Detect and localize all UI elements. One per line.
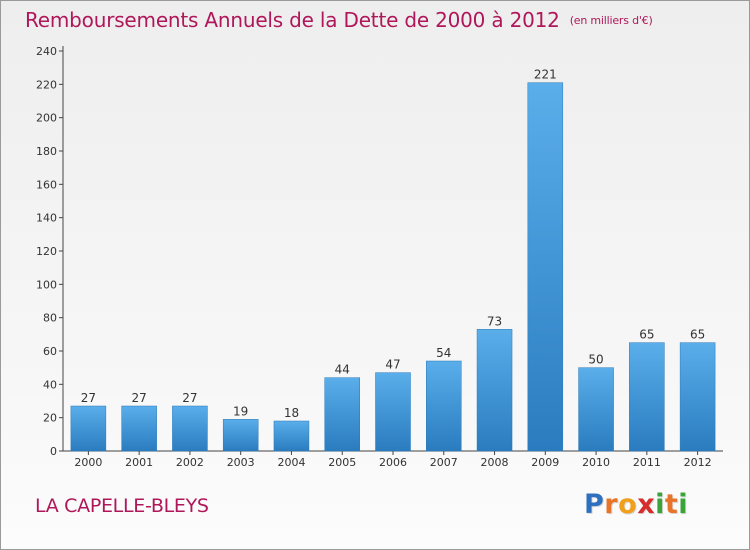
chart-unit-label: (en milliers d'€)	[569, 14, 653, 27]
bar-2002	[172, 405, 208, 452]
y-tick-label: 140	[36, 212, 57, 225]
axes: 0 20 40 60 80 100 120 140 160 180 200 220 240 2000 200…	[36, 45, 723, 469]
bar-2005	[324, 377, 360, 452]
x-tick-label: 2005	[328, 456, 356, 469]
x-tick-label: 2011	[633, 456, 661, 469]
y-tick-label: 100	[36, 278, 57, 291]
x-tick-label: 2004	[277, 456, 305, 469]
value-label-2007: 54	[436, 346, 451, 360]
y-tick-label: 160	[36, 178, 57, 191]
y-tick-label: 40	[43, 378, 57, 391]
value-label-2010: 50	[588, 353, 603, 367]
value-label-2012: 65	[690, 328, 705, 342]
location-label: LA CAPELLE-BLEYS	[35, 495, 209, 517]
logo-letter: x	[637, 489, 656, 520]
proxiti-logo: Proxiti	[584, 489, 688, 520]
x-tick-label: 2002	[176, 456, 204, 469]
value-label-2002: 27	[182, 391, 197, 405]
x-tick-label: 2010	[582, 456, 610, 469]
value-label-2006: 47	[385, 358, 400, 372]
x-tick-label: 2006	[379, 456, 407, 469]
value-label-2003: 19	[233, 404, 248, 418]
y-tick-label: 200	[36, 112, 57, 125]
x-tick-label: 2001	[125, 456, 153, 469]
value-label-2001: 27	[132, 391, 147, 405]
bar-2012	[679, 342, 716, 452]
x-tick-label: 2000	[74, 456, 102, 469]
bar-2010	[578, 367, 614, 452]
logo-letter: t	[664, 489, 679, 520]
bar-2001	[121, 405, 157, 452]
x-tick-label: 2009	[531, 456, 559, 469]
y-tick-label: 120	[36, 245, 57, 258]
bar-2006	[375, 372, 411, 452]
y-tick-label: 20	[43, 412, 57, 425]
bar-2003	[222, 419, 259, 452]
chart-title-text: Remboursements Annuels de la Dette de 20…	[25, 8, 560, 32]
logo-letter: i	[655, 489, 665, 520]
bar-2000	[70, 405, 107, 452]
logo-letter: r	[604, 489, 619, 520]
value-label-2004: 18	[284, 406, 299, 420]
bars	[70, 82, 716, 452]
labels: 27 27 27 19 18 44 47 54 73 221 50 65 65	[81, 68, 706, 420]
y-tick-label: 0	[50, 445, 57, 458]
logo-letter: i	[678, 489, 689, 520]
value-label-2011: 65	[639, 328, 654, 342]
x-tick-label: 2008	[481, 456, 509, 469]
y-tick-label: 60	[43, 345, 57, 358]
x-tick-label: 2007	[430, 456, 458, 469]
y-tick-label: 180	[36, 145, 57, 158]
chart-title: Remboursements Annuels de la Dette de 20…	[25, 8, 653, 32]
bar-2008	[476, 329, 513, 452]
bar-2004	[273, 420, 310, 452]
value-label-2008: 73	[487, 314, 502, 328]
y-tick-label: 240	[36, 45, 57, 58]
y-tick-label: 220	[36, 78, 57, 91]
logo-letter: o	[618, 489, 638, 520]
x-tick-label: 2012	[684, 456, 712, 469]
logo-letter: P	[584, 489, 605, 520]
bar-2009	[527, 82, 564, 452]
bar-2011	[629, 342, 665, 452]
value-label-2005: 44	[335, 363, 350, 377]
bar-2007	[426, 360, 462, 452]
value-label-2000: 27	[81, 391, 96, 405]
y-tick-label: 80	[43, 312, 57, 325]
value-label-2009: 221	[534, 68, 557, 82]
x-tick-label: 2003	[227, 456, 255, 469]
